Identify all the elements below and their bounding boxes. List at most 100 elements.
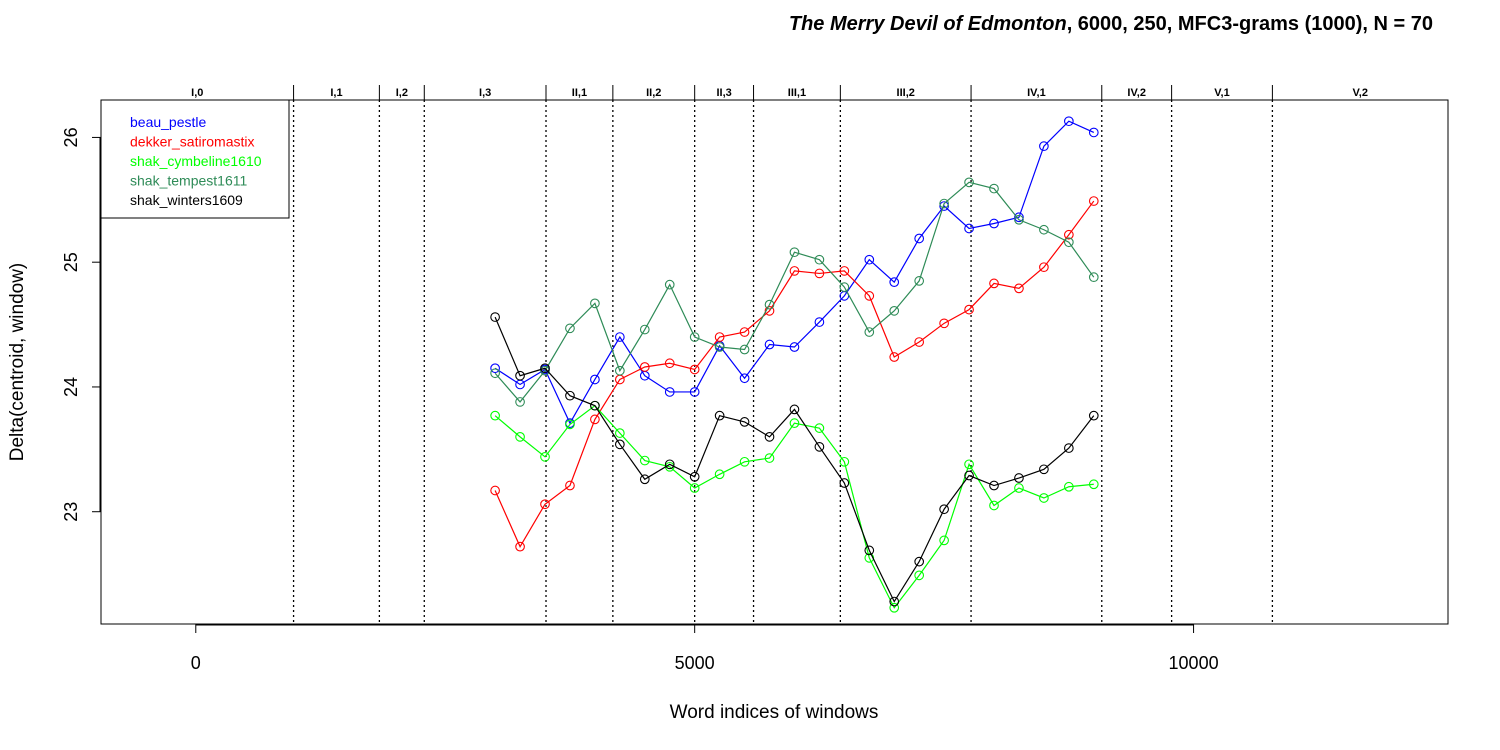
data-point [739,456,750,467]
data-point [590,414,600,425]
data-point [540,499,550,510]
y-tick-label: 23 [61,502,81,522]
data-point [1014,483,1024,493]
data-point [864,327,875,337]
data-point [565,419,575,430]
data-point [789,247,800,258]
data-point [490,363,500,374]
data-point [864,254,875,265]
chart-title-italic: The Merry Devil of Edmonton [789,13,1067,35]
data-point [1063,116,1074,127]
data-point [1063,481,1074,492]
data-point [814,254,825,265]
data-point [914,233,925,244]
scene-label: II,1 [572,87,587,99]
data-point [490,368,500,379]
scene-dividers [292,100,1274,624]
y-tick-label: 25 [61,252,81,272]
x-tick-label: 10000 [1169,653,1219,673]
data-point [590,400,600,411]
data-point [764,339,775,350]
data-point [939,318,949,329]
data-point [515,370,525,381]
data-point [764,432,775,442]
data-point [689,471,700,482]
series-line [494,404,1094,609]
y-axis-label: Delta(centroid, window) [7,263,28,462]
series-line [494,200,1095,548]
data-point [889,602,900,613]
data-point [1088,196,1099,206]
data-point [789,342,800,352]
legend-entry: shak_cymbeline1610 [130,153,262,169]
scene-label: V,1 [1214,87,1230,99]
data-point [639,324,650,335]
data-point [614,332,625,342]
data-point [689,332,700,342]
data-point [989,500,999,511]
data-point [540,365,550,376]
x-tick-label: 5000 [675,653,715,673]
data-point [814,441,825,452]
data-point [1039,224,1049,235]
data-point [989,183,999,194]
data-point [1088,127,1099,138]
scene-label: I,2 [396,87,408,99]
legend-entry: dekker_satiromastix [130,134,255,150]
data-point [964,459,974,470]
data-point [764,453,775,463]
data-point [1063,237,1074,248]
scene-label: I,1 [330,87,342,99]
scene-labels: I,0 I,1 I,2 I,3 II,1 II,2 II,3 III,1 III,2 IV,1 IV… [191,85,1368,100]
data-point [714,469,725,480]
data-point [614,439,625,450]
y-tick-label: 26 [61,127,81,147]
data-point [664,279,675,290]
data-point [639,362,650,372]
data-point [1088,272,1099,283]
data-point [565,480,575,491]
data-point [689,387,700,397]
data-point [590,298,600,309]
data-point [714,410,725,421]
data-point [515,432,525,442]
scene-label: I,0 [191,87,203,99]
data-point [689,483,700,493]
data-point [1014,473,1024,483]
data-point [739,417,750,427]
scene-label: II,3 [716,87,731,99]
data-point [814,423,825,433]
data-point [939,201,949,211]
data-point [889,277,900,288]
data-point [639,455,650,466]
data-point [689,364,700,375]
data-point [565,390,575,401]
data-point [764,299,775,310]
data-point [989,480,999,491]
data-point [1014,212,1024,223]
data-point [889,596,900,607]
series-line [494,120,1095,425]
data-point [1014,214,1024,225]
data-point [1063,229,1074,240]
data-point [490,410,500,421]
data-point [814,268,825,279]
data-point [490,312,500,322]
data-point [1039,464,1049,475]
data-point [839,456,850,467]
x-tick-label: 0 [191,653,201,673]
data-point [989,278,999,289]
data-point [639,474,650,485]
data-point [939,504,949,515]
data-point [914,556,925,567]
data-point [614,365,625,376]
data-point [739,344,750,355]
data-point [540,363,550,374]
data-point [939,535,949,546]
legend-entry: shak_tempest1611 [130,173,247,189]
plot-area-border [100,99,1449,625]
series-line [494,181,1095,403]
scene-label: IV,1 [1027,87,1046,99]
axes: 0 5000 10000 23 24 25 26 [61,127,1219,673]
